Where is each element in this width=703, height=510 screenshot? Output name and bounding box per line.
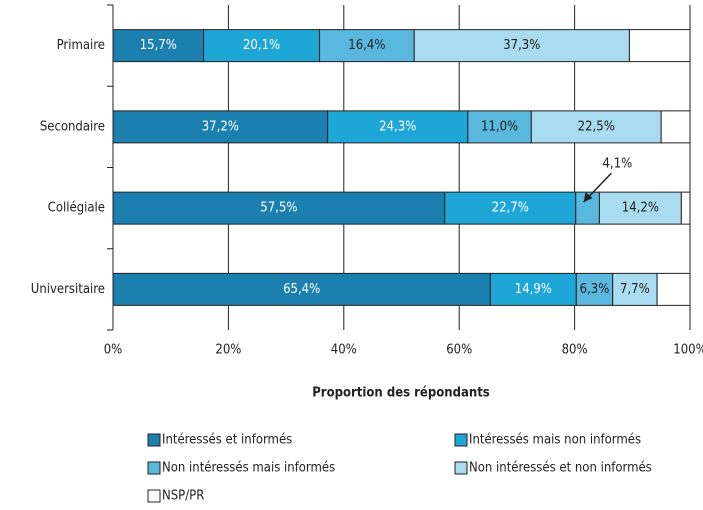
bar-segment [628,29,691,63]
value-label: 6,3% [580,282,610,297]
bar-segment [656,272,691,306]
legend-swatch [454,433,468,447]
x-tick-label: 40% [331,343,357,358]
value-label: 14,2% [622,201,659,216]
value-label: 20,1% [243,38,280,53]
bar-segment [112,191,446,225]
y-tick-label: Collégiale [48,201,105,216]
bar-segment [598,191,682,225]
y-tick-label: Secondaire [40,119,105,134]
legend-label: Intéressés et informés [162,433,292,448]
bar-segment [203,29,321,63]
y-tick-label: Universitaire [31,282,105,297]
value-label: 7,7% [620,282,650,297]
value-label: 22,7% [492,201,529,216]
x-tick-label: 80% [562,343,588,358]
value-label: 15,7% [140,38,177,53]
legend-swatch [454,461,468,475]
arrow-head [583,192,593,203]
value-label: 16,4% [348,38,385,53]
legend-swatch [147,489,161,503]
bar-segment [413,29,630,63]
x-tick-label: 20% [215,343,241,358]
bar-segment [680,191,691,225]
value-label: 37,3% [503,38,540,53]
value-label: 57,5% [260,201,297,216]
bar-segment [467,110,532,144]
legend-label: Non intéressés et non informés [469,461,652,476]
x-tick-label: 60% [446,343,472,358]
value-label: 37,2% [202,119,239,134]
value-label: 22,5% [578,119,615,134]
value-label: 65,4% [283,282,320,297]
bar-segment [444,191,577,225]
bar-segment [327,110,469,144]
legend-swatch [147,433,161,447]
value-label: 4,1% [603,157,633,172]
bar-segment [319,29,415,63]
x-tick-label: 100% [673,343,703,358]
bar-segment [660,110,691,144]
value-label: 11,0% [481,119,518,134]
legend-swatch [147,461,161,475]
value-label: 24,3% [379,119,416,134]
x-axis-title: Proportion des répondants [312,386,490,401]
bar-segment [612,272,658,306]
legend-label: Non intéressés mais informés [162,461,335,476]
legend-label: Intéressés mais non informés [469,433,641,448]
x-tick-label: 0% [104,343,123,358]
value-label: 14,9% [515,282,552,297]
y-tick-label: Primaire [57,38,105,53]
bar-segment [112,110,329,144]
legend-label: NSP/PR [162,489,204,504]
bar-segment [112,29,205,63]
